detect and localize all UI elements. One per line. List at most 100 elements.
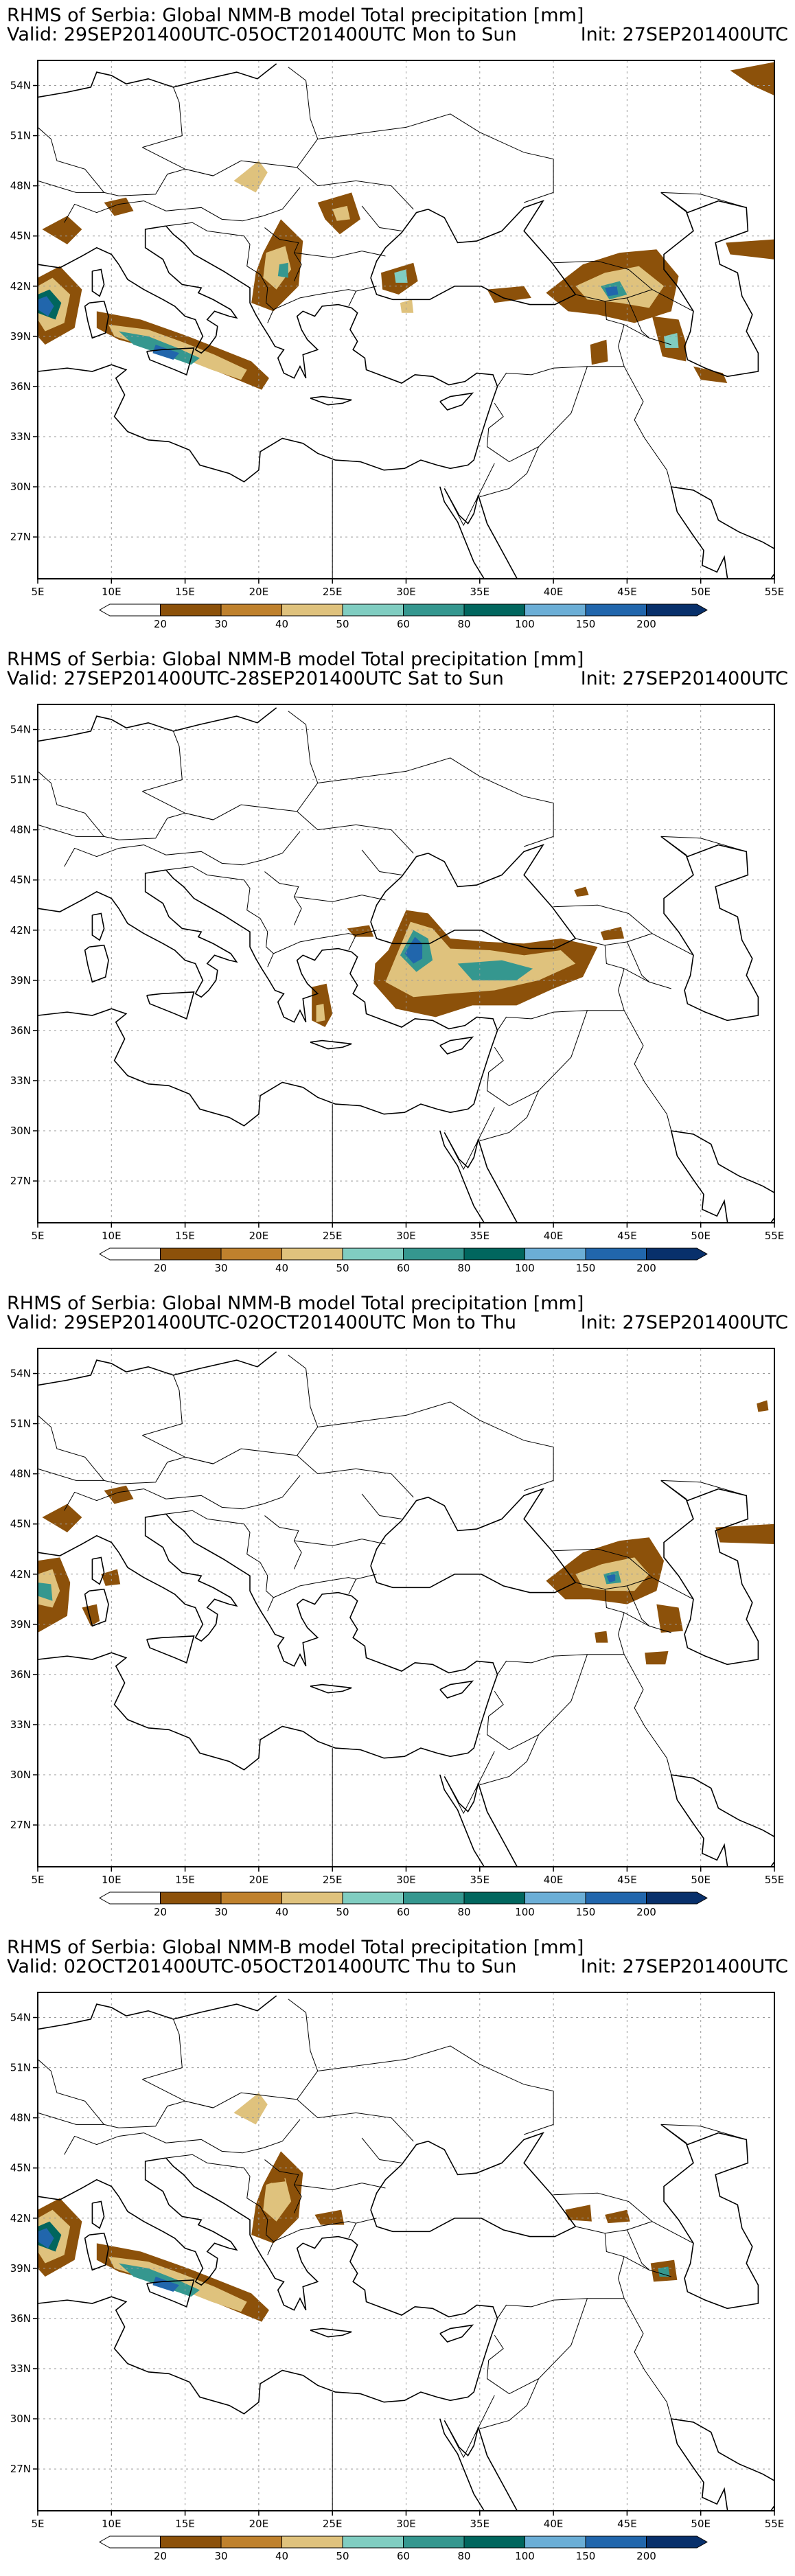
lon-tick-label: 30E <box>396 586 416 598</box>
lon-tick-label: 10E <box>102 1874 122 1886</box>
coastline <box>671 1774 774 1867</box>
coastline <box>443 1132 479 1169</box>
lat-tick-label: 54N <box>10 80 31 92</box>
lat-tick-label: 27N <box>10 531 31 543</box>
lon-tick-label: 25E <box>323 1874 343 1886</box>
colorbar-label: 20 <box>154 2550 167 2562</box>
precip-area <box>347 925 374 937</box>
init-time: Init: 27SEP201400UTC <box>580 24 788 45</box>
lon-tick-label: 50E <box>691 1874 711 1886</box>
lon-tick-label: 25E <box>323 1230 343 1242</box>
country-border <box>626 297 649 338</box>
colorbar-label: 80 <box>457 618 470 630</box>
country-border <box>626 941 649 982</box>
valid-period: Valid: 27SEP201400UTC-28SEP201400UTC Sat… <box>7 668 504 689</box>
colorbar-label: 20 <box>154 1262 167 1274</box>
lat-tick-label: 33N <box>10 430 31 443</box>
precip-area <box>101 1569 121 1586</box>
coastline <box>671 486 774 579</box>
coastline <box>38 63 277 98</box>
country-border <box>660 1480 747 1496</box>
precip-area <box>457 960 533 980</box>
valid-period: Valid: 29SEP201400UTC-02OCT201400UTC Mon… <box>7 1312 516 1333</box>
coastline <box>660 2124 759 2310</box>
country-border <box>487 2298 588 2395</box>
colorbar-segment <box>463 1891 525 1905</box>
lat-tick-label: 51N <box>10 774 31 786</box>
lon-tick-label: 35E <box>470 2518 490 2530</box>
coastline <box>146 1635 195 1664</box>
lon-tick-label: 40E <box>544 586 564 598</box>
lon-tick-label: 15E <box>175 1874 195 1886</box>
colorbar-label: 40 <box>275 2550 288 2562</box>
country-border <box>288 67 319 168</box>
country-border <box>38 1415 104 1481</box>
lat-tick-label: 51N <box>10 130 31 142</box>
country-border <box>652 289 694 312</box>
colorbar-segment <box>160 2535 222 2549</box>
country-border <box>626 1585 649 1626</box>
colorbar-label: 100 <box>515 1262 535 1274</box>
coastline <box>91 1556 105 1585</box>
lat-tick-label: 30N <box>10 1769 31 1781</box>
colorbar-segment <box>220 1247 282 1261</box>
coastline <box>439 1130 485 1223</box>
lat-tick-label: 45N <box>10 1518 31 1530</box>
colorbar-segment <box>281 1891 343 1905</box>
lat-tick-label: 36N <box>10 1024 31 1037</box>
lon-tick-label: 5E <box>31 1874 44 1886</box>
lon-tick-label: 45E <box>617 2518 637 2530</box>
colorbar-label: 80 <box>457 1262 470 1274</box>
colorbar-segment <box>160 1247 222 1261</box>
colorbar-label: 40 <box>275 1906 288 1918</box>
lat-tick-label: 39N <box>10 2262 31 2275</box>
country-border <box>487 1654 588 1751</box>
precip-area <box>233 2093 268 2125</box>
country-border <box>361 2137 402 2163</box>
precip-area <box>757 1400 769 1412</box>
country-border <box>142 1435 214 1464</box>
country-border <box>264 871 302 925</box>
precip-area <box>385 921 576 998</box>
country-border <box>652 2221 694 2244</box>
lat-tick-label: 30N <box>10 2413 31 2425</box>
lon-tick-label: 55E <box>765 2518 785 2530</box>
lon-tick-label: 25E <box>323 586 343 598</box>
country-border <box>64 2119 301 2155</box>
precip-area <box>104 1485 134 1504</box>
country-border <box>142 87 183 148</box>
coastline <box>84 1588 109 1627</box>
map-content <box>38 60 774 579</box>
lon-tick-label: 10E <box>102 1230 122 1242</box>
coastline <box>660 192 759 378</box>
coastline <box>165 2157 352 2311</box>
precip-area <box>38 2228 54 2249</box>
coastline <box>38 869 238 998</box>
country-border <box>264 227 302 281</box>
lon-tick-label: 15E <box>175 586 195 598</box>
colorbar-label: 200 <box>636 2550 656 2562</box>
lon-tick-label: 45E <box>617 586 637 598</box>
coastline <box>38 364 468 483</box>
lat-tick-label: 33N <box>10 1718 31 1731</box>
coastline <box>91 912 105 941</box>
map-panel-4: RHMS of Serbia: Global NMM-B model Total… <box>0 1932 795 2576</box>
colorbar-segment <box>281 603 343 617</box>
country-border <box>623 2298 672 2419</box>
lat-tick-label: 51N <box>10 2062 31 2074</box>
country-border <box>142 2079 214 2108</box>
coastline <box>310 1039 352 1050</box>
country-border <box>273 930 377 954</box>
colorbar-segment <box>160 603 222 617</box>
country-border <box>660 2124 747 2140</box>
country-border <box>623 1010 672 1131</box>
precip-area <box>270 2171 286 2183</box>
coastline <box>443 2420 479 2457</box>
precip-area <box>574 886 589 897</box>
colorbar-start-arrow <box>98 2535 161 2549</box>
country-border <box>623 366 672 487</box>
lat-tick-label: 45N <box>10 2162 31 2174</box>
precip-area <box>606 1574 616 1583</box>
precip-map: 54N 51N 48N 45N 42N 39N 36N 33N 30N 27N 5E 10E 15E 20… <box>10 1992 785 2562</box>
colorbar-segment <box>585 1247 647 1261</box>
